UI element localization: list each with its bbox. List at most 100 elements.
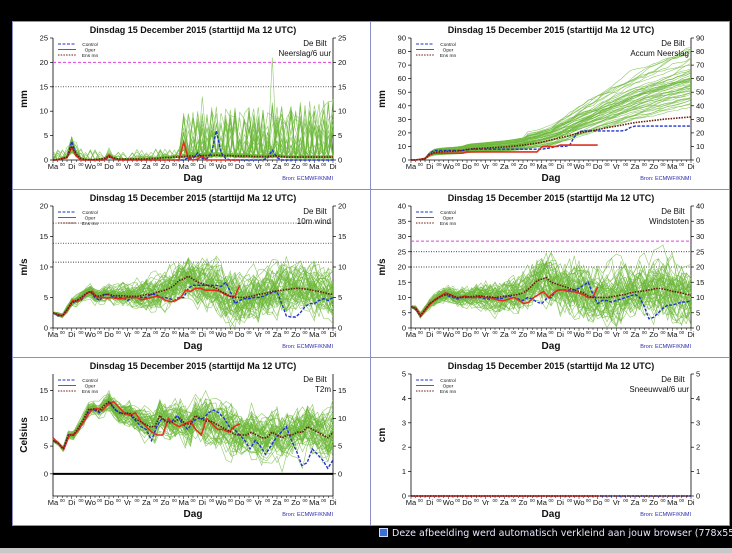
x-tick-minor-label: 00 bbox=[492, 498, 498, 503]
x-tick-label: Zo bbox=[161, 162, 170, 171]
chart-title: Dinsdag 15 December 2015 (starttijd Ma 1… bbox=[448, 361, 655, 371]
x-tick-label: Za bbox=[631, 498, 641, 507]
legend-label: Ens mn bbox=[82, 221, 99, 227]
x-tick-label: Za bbox=[273, 162, 283, 171]
chart-svg-accum: Dinsdag 15 December 2015 (starttijd Ma 1… bbox=[377, 25, 704, 184]
x-tick-minor-label: 00 bbox=[679, 162, 685, 167]
x-tick-label: Wo bbox=[443, 162, 454, 171]
y-tick-label: 30 bbox=[696, 232, 704, 241]
x-tick-minor-label: 00 bbox=[153, 330, 159, 335]
x-tick-label: Vr bbox=[124, 330, 132, 339]
x-tick-label: Ma bbox=[536, 498, 547, 507]
legend-label: Oper bbox=[443, 384, 454, 390]
y-axis-label: m/s bbox=[19, 258, 30, 276]
x-tick-minor-label: 00 bbox=[134, 498, 140, 503]
x-tick-minor-label: 00 bbox=[97, 162, 103, 167]
x-tick-minor-label: 00 bbox=[172, 498, 178, 503]
resize-notice[interactable]: Deze afbeelding werd automatisch verklei… bbox=[379, 528, 732, 539]
y-tick-label: 70 bbox=[398, 61, 406, 70]
x-tick-label: Za bbox=[273, 498, 283, 507]
panel-wind-gusts: Dinsdag 15 December 2015 (starttijd Ma 1… bbox=[371, 190, 729, 358]
x-tick-minor-label: 00 bbox=[265, 330, 271, 335]
legend-label: Ens mn bbox=[440, 221, 457, 227]
x-tick-minor-label: 00 bbox=[246, 330, 252, 335]
ensemble-member-line bbox=[410, 265, 692, 324]
ensemble-member-line bbox=[52, 260, 334, 317]
ensemble-member-line bbox=[52, 262, 334, 316]
x-tick-minor-label: 00 bbox=[586, 498, 592, 503]
panel-10m-wind: Dinsdag 15 December 2015 (starttijd Ma 1… bbox=[13, 190, 371, 358]
series-line-oper bbox=[411, 144, 598, 161]
y-tick-label: 40 bbox=[398, 202, 406, 211]
x-tick-label: Za bbox=[500, 498, 510, 507]
resize-notice-text[interactable]: Deze afbeelding werd automatisch verklei… bbox=[392, 528, 732, 539]
x-tick-label: Zo bbox=[519, 498, 528, 507]
y-tick-label: 0 bbox=[402, 156, 406, 165]
x-tick-label: Ma bbox=[309, 330, 320, 339]
x-tick-minor-label: 00 bbox=[567, 498, 573, 503]
chart-title: Dinsdag 15 December 2015 (starttijd Ma 1… bbox=[90, 193, 297, 203]
x-tick-label: Vr bbox=[124, 162, 132, 171]
y-tick-label: 0 bbox=[402, 492, 406, 501]
x-tick-label: Vr bbox=[124, 498, 132, 507]
legend-label: Control bbox=[440, 378, 455, 384]
y-tick-label: 20 bbox=[696, 263, 704, 272]
y-tick-label: 70 bbox=[696, 61, 704, 70]
legend-label: Oper bbox=[443, 216, 454, 222]
y-tick-label: 10 bbox=[398, 142, 406, 151]
x-tick-label: Wo bbox=[85, 162, 96, 171]
x-tick-minor-label: 00 bbox=[455, 162, 461, 167]
y-tick-label: 10 bbox=[338, 263, 346, 272]
x-tick-label: Wo bbox=[443, 498, 454, 507]
x-axis-label: Dag bbox=[542, 509, 561, 520]
y-tick-label: 40 bbox=[696, 101, 704, 110]
x-tick-minor-label: 00 bbox=[660, 498, 666, 503]
x-tick-minor-label: 00 bbox=[623, 330, 629, 335]
x-tick-minor-label: 00 bbox=[548, 162, 554, 167]
station-label: De Bilt bbox=[303, 39, 327, 48]
x-tick-minor-label: 00 bbox=[623, 162, 629, 167]
series-line-control bbox=[410, 281, 692, 320]
legend-label: Control bbox=[440, 42, 455, 48]
x-tick-label: Di bbox=[557, 498, 564, 507]
x-tick-label: Zo bbox=[519, 330, 528, 339]
panel-precipitation-6h: Dinsdag 15 December 2015 (starttijd Ma 1… bbox=[13, 22, 371, 190]
y-tick-label: 15 bbox=[40, 386, 48, 395]
x-tick-minor-label: 00 bbox=[660, 162, 666, 167]
x-tick-label: Zo bbox=[649, 498, 658, 507]
y-tick-label: 20 bbox=[338, 202, 346, 211]
y-tick-label: 5 bbox=[402, 308, 406, 317]
y-tick-label: 0 bbox=[338, 156, 342, 165]
y-tick-label: 5 bbox=[696, 370, 700, 379]
y-tick-label: 80 bbox=[398, 47, 406, 56]
legend-label: Ens mn bbox=[440, 53, 457, 59]
x-tick-minor-label: 00 bbox=[246, 498, 252, 503]
x-tick-label: Vr bbox=[613, 330, 621, 339]
station-label: De Bilt bbox=[661, 375, 685, 384]
series-line-ens-mn bbox=[410, 116, 692, 161]
x-tick-minor-label: 00 bbox=[209, 330, 215, 335]
x-tick-label: Zo bbox=[649, 330, 658, 339]
y-tick-label: 10 bbox=[338, 414, 346, 423]
x-tick-label: Di bbox=[426, 330, 433, 339]
y-tick-label: 0 bbox=[696, 492, 700, 501]
x-tick-minor-label: 00 bbox=[265, 498, 271, 503]
x-tick-minor-label: 00 bbox=[474, 330, 480, 335]
x-tick-label: Ma bbox=[178, 330, 189, 339]
x-tick-minor-label: 00 bbox=[78, 330, 84, 335]
chart-svg-t2m: Dinsdag 15 December 2015 (starttijd Ma 1… bbox=[19, 361, 346, 520]
station-label: De Bilt bbox=[661, 207, 685, 216]
x-tick-label: Ma bbox=[667, 498, 678, 507]
y-tick-label: 0 bbox=[338, 324, 342, 333]
resize-icon[interactable] bbox=[379, 528, 388, 537]
y-tick-label: 35 bbox=[696, 217, 704, 226]
legend-label: Oper bbox=[85, 48, 96, 54]
x-tick-minor-label: 00 bbox=[284, 498, 290, 503]
x-tick-minor-label: 00 bbox=[679, 498, 685, 503]
x-tick-label: Wo bbox=[85, 498, 96, 507]
x-tick-label: Vr bbox=[482, 330, 490, 339]
x-tick-label: Do bbox=[462, 162, 472, 171]
x-tick-minor-label: 00 bbox=[134, 162, 140, 167]
